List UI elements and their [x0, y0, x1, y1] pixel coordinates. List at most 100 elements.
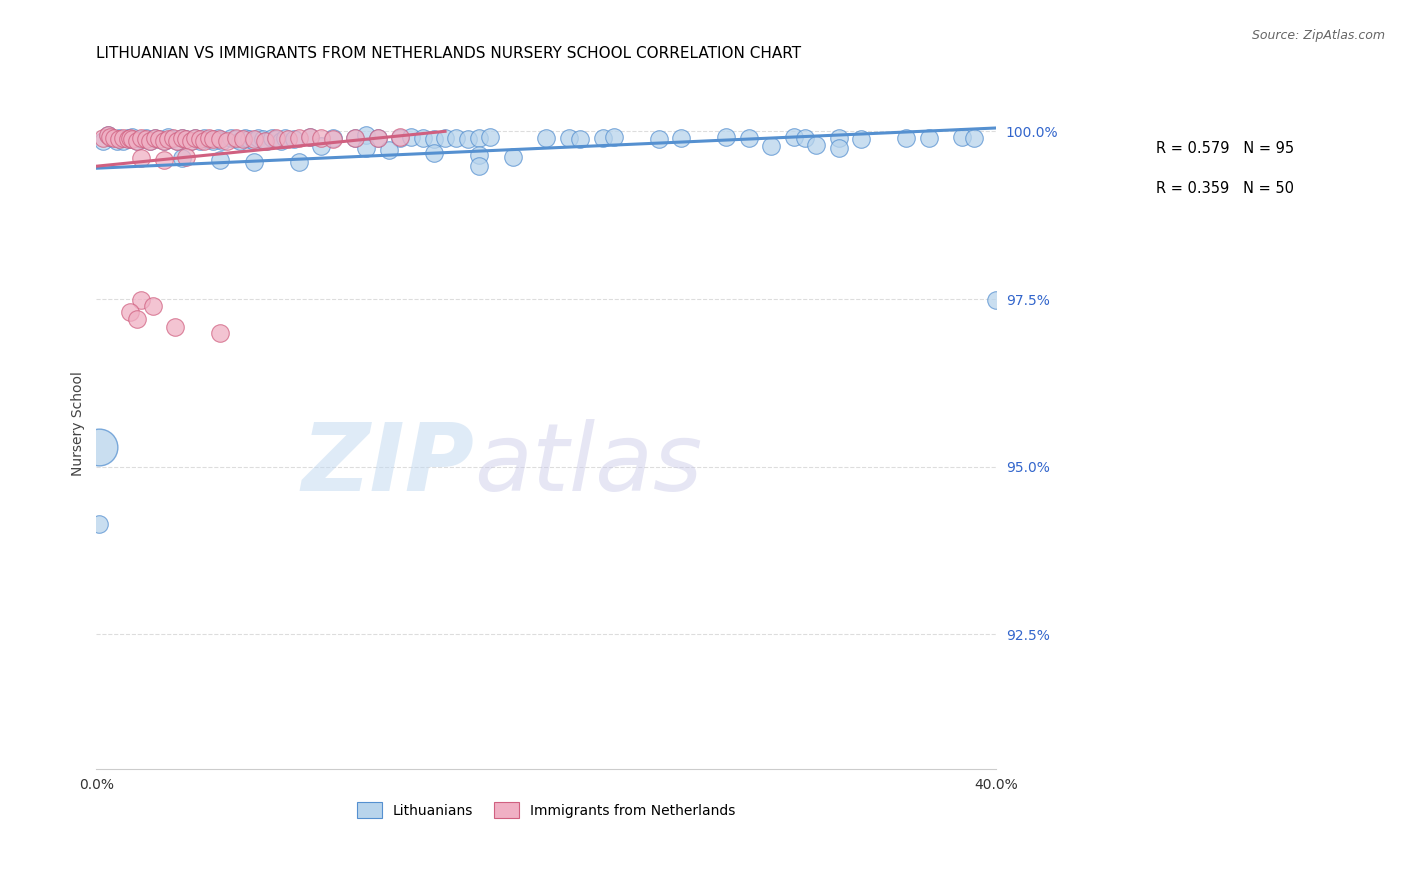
Point [952, 129, 974, 144]
Point [344, 131, 367, 145]
Point [170, 151, 193, 165]
Point [188, 135, 211, 149]
Point [131, 293, 153, 308]
Point [356, 128, 378, 142]
Point [243, 135, 266, 149]
Point [896, 131, 918, 145]
Point [233, 131, 256, 145]
Point [97, 128, 120, 142]
Point [157, 132, 180, 146]
Point [229, 135, 252, 149]
Point [135, 131, 157, 145]
Point [401, 129, 423, 144]
Point [311, 139, 333, 153]
Point [166, 135, 188, 149]
Point [412, 131, 434, 145]
Point [193, 131, 215, 145]
Point [479, 129, 502, 144]
Point [91, 131, 114, 145]
Point [468, 148, 491, 162]
Point [446, 131, 468, 145]
Point [389, 129, 412, 144]
Point [254, 135, 277, 149]
Point [260, 131, 283, 145]
Point [252, 132, 274, 146]
Point [367, 131, 389, 145]
Point [198, 131, 221, 145]
Point [221, 131, 243, 145]
Point [125, 135, 148, 149]
Point [120, 305, 142, 319]
Point [125, 312, 148, 326]
Point [153, 153, 176, 167]
Point [783, 129, 806, 144]
Point [603, 129, 626, 144]
Text: R = 0.579   N = 95: R = 0.579 N = 95 [1156, 141, 1294, 155]
Point [266, 132, 288, 146]
Point [423, 145, 446, 160]
Point [198, 132, 221, 146]
Bar [1126, 175, 1147, 202]
Point [103, 131, 125, 145]
Point [193, 135, 215, 149]
Point [170, 131, 193, 145]
Point [311, 131, 333, 145]
Text: atlas: atlas [474, 419, 703, 510]
Point [91, 135, 114, 149]
Point [209, 326, 232, 340]
Point [270, 135, 292, 149]
Point [112, 131, 135, 145]
Text: Source: ZipAtlas.com: Source: ZipAtlas.com [1251, 29, 1385, 42]
Point [131, 131, 153, 145]
Point [135, 132, 157, 146]
Point [232, 132, 254, 146]
Point [209, 132, 232, 146]
Point [98, 129, 121, 144]
Point [274, 131, 297, 145]
Point [162, 132, 184, 146]
Point [247, 131, 270, 145]
Point [457, 132, 479, 146]
Point [344, 131, 367, 145]
Point [176, 132, 198, 146]
Point [97, 128, 120, 142]
Point [828, 141, 851, 155]
Point [288, 131, 311, 145]
Point [211, 135, 233, 149]
Point [180, 135, 202, 149]
Point [117, 131, 139, 145]
Point [761, 139, 783, 153]
Point [648, 132, 671, 146]
Point [225, 131, 247, 145]
Point [148, 132, 170, 146]
Point [378, 143, 401, 157]
Point [283, 132, 305, 146]
Point [153, 135, 176, 149]
Point [828, 131, 851, 145]
Point [502, 150, 524, 164]
Point [142, 299, 165, 313]
Point [468, 159, 491, 173]
Point [986, 293, 1008, 308]
Point [120, 131, 142, 145]
Point [238, 132, 260, 146]
Point [176, 150, 198, 164]
Text: R = 0.359   N = 50: R = 0.359 N = 50 [1156, 181, 1294, 196]
Point [207, 131, 229, 145]
Point [202, 135, 225, 149]
Point [592, 131, 614, 145]
Point [288, 154, 311, 169]
Point [184, 131, 207, 145]
Point [170, 131, 193, 145]
Text: LITHUANIAN VS IMMIGRANTS FROM NETHERLANDS NURSERY SCHOOL CORRELATION CHART: LITHUANIAN VS IMMIGRANTS FROM NETHERLAND… [97, 46, 801, 62]
Point [112, 135, 135, 149]
Text: ZIP: ZIP [301, 418, 474, 510]
Point [322, 131, 344, 145]
Point [166, 135, 188, 149]
Point [256, 135, 278, 149]
Point [918, 131, 941, 145]
Point [794, 131, 817, 145]
Point [153, 135, 176, 149]
Point [215, 135, 238, 149]
Point [108, 132, 131, 146]
